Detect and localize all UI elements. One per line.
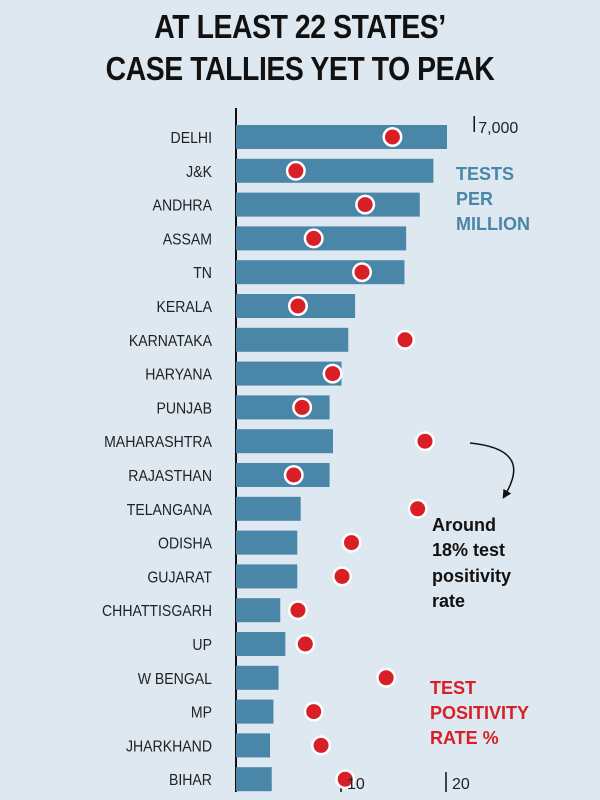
bar <box>236 158 434 183</box>
bar <box>236 665 279 690</box>
dot <box>354 264 370 280</box>
dot <box>306 230 322 246</box>
bottom-axis-tick-label: 20 <box>452 776 470 793</box>
bar <box>236 429 333 454</box>
dot <box>337 771 353 787</box>
category-label: BIHAR <box>169 771 212 789</box>
dots-group <box>283 127 435 790</box>
legend-tests-per-million: TESTS PER MILLION <box>456 164 530 234</box>
category-label: TELANGANA <box>127 501 213 519</box>
category-label: PUNJAB <box>156 400 212 418</box>
bar <box>236 463 330 487</box>
category-label: UP <box>192 636 212 654</box>
category-label: MAHARASHTRA <box>104 433 213 451</box>
dot <box>306 704 322 720</box>
top-axis-tick-label: 7,000 <box>478 120 518 137</box>
category-label: KERALA <box>156 298 212 316</box>
dot <box>325 366 341 382</box>
bottom-axis-tick-label: 10 <box>347 776 365 793</box>
dot <box>294 399 310 415</box>
category-label: ANDHRA <box>153 197 213 215</box>
annotation-line-2: 18% test <box>432 540 505 560</box>
annotation-maharashtra: Around 18% test positivity rate <box>432 442 515 611</box>
category-label: MP <box>191 704 212 722</box>
category-label: ODISHA <box>158 535 213 553</box>
legend-tpr-line-3: RATE % <box>430 728 499 748</box>
dot <box>288 163 304 179</box>
chart-title-line-1: AT LEAST 22 STATES’ <box>154 8 446 45</box>
bar <box>236 632 286 656</box>
dot <box>410 501 426 517</box>
legend-tests-line-2: PER <box>456 189 493 209</box>
legend-tpr-line-1: TEST <box>430 678 476 698</box>
annotation-line-1: Around <box>432 515 496 535</box>
category-label: GUJARAT <box>147 569 212 587</box>
category-label: ASSAM <box>163 231 212 249</box>
dot <box>313 737 329 753</box>
bar <box>236 192 420 217</box>
legend-tests-line-1: TESTS <box>456 164 514 184</box>
dot <box>334 568 350 584</box>
bar <box>236 733 271 758</box>
chart-title-line-2: CASE TALLIES YET TO PEAK <box>105 50 495 87</box>
bar <box>236 598 281 623</box>
category-label: TN <box>193 264 212 282</box>
dot <box>378 670 394 686</box>
category-labels: DELHI J&K ANDHRA ASSAM TN KERALA KARNATAKA HARY… <box>102 129 213 789</box>
bar <box>236 496 301 521</box>
bar <box>236 530 298 555</box>
category-label: RAJASTHAN <box>128 467 212 485</box>
chart-title: AT LEAST 22 STATES’ CASE TALLIES YET TO … <box>42 6 558 90</box>
dot <box>286 467 302 483</box>
category-label: CHHATTISGARH <box>102 602 212 620</box>
category-label: DELHI <box>171 129 212 147</box>
tick-labels: 7,000 10 20 <box>347 120 518 793</box>
dot <box>290 298 306 314</box>
bar <box>236 767 272 792</box>
dot <box>297 636 313 652</box>
dot <box>417 433 433 449</box>
bar <box>236 564 298 589</box>
annotation-line-3: positivity <box>432 566 511 586</box>
category-label: J&K <box>186 163 212 181</box>
bar <box>236 699 274 724</box>
dot <box>290 602 306 618</box>
category-label: JHARKHAND <box>126 738 212 756</box>
bars-group <box>236 125 447 792</box>
bar <box>236 327 349 352</box>
annotation-line-4: rate <box>432 591 465 611</box>
legend-tests-line-3: MILLION <box>456 214 530 234</box>
dot <box>344 535 359 551</box>
dot <box>384 129 400 145</box>
category-label: HARYANA <box>145 366 213 384</box>
annotation-arrow <box>469 442 515 499</box>
dot <box>357 197 373 213</box>
category-label: W BENGAL <box>138 670 212 688</box>
category-label: KARNATAKA <box>129 332 213 350</box>
dot <box>397 332 413 348</box>
bar <box>236 125 447 149</box>
bar <box>236 260 405 285</box>
legend-test-positivity: TEST POSITIVITY RATE % <box>430 678 529 748</box>
legend-tpr-line-2: POSITIVITY <box>430 703 529 723</box>
bar <box>236 395 330 420</box>
